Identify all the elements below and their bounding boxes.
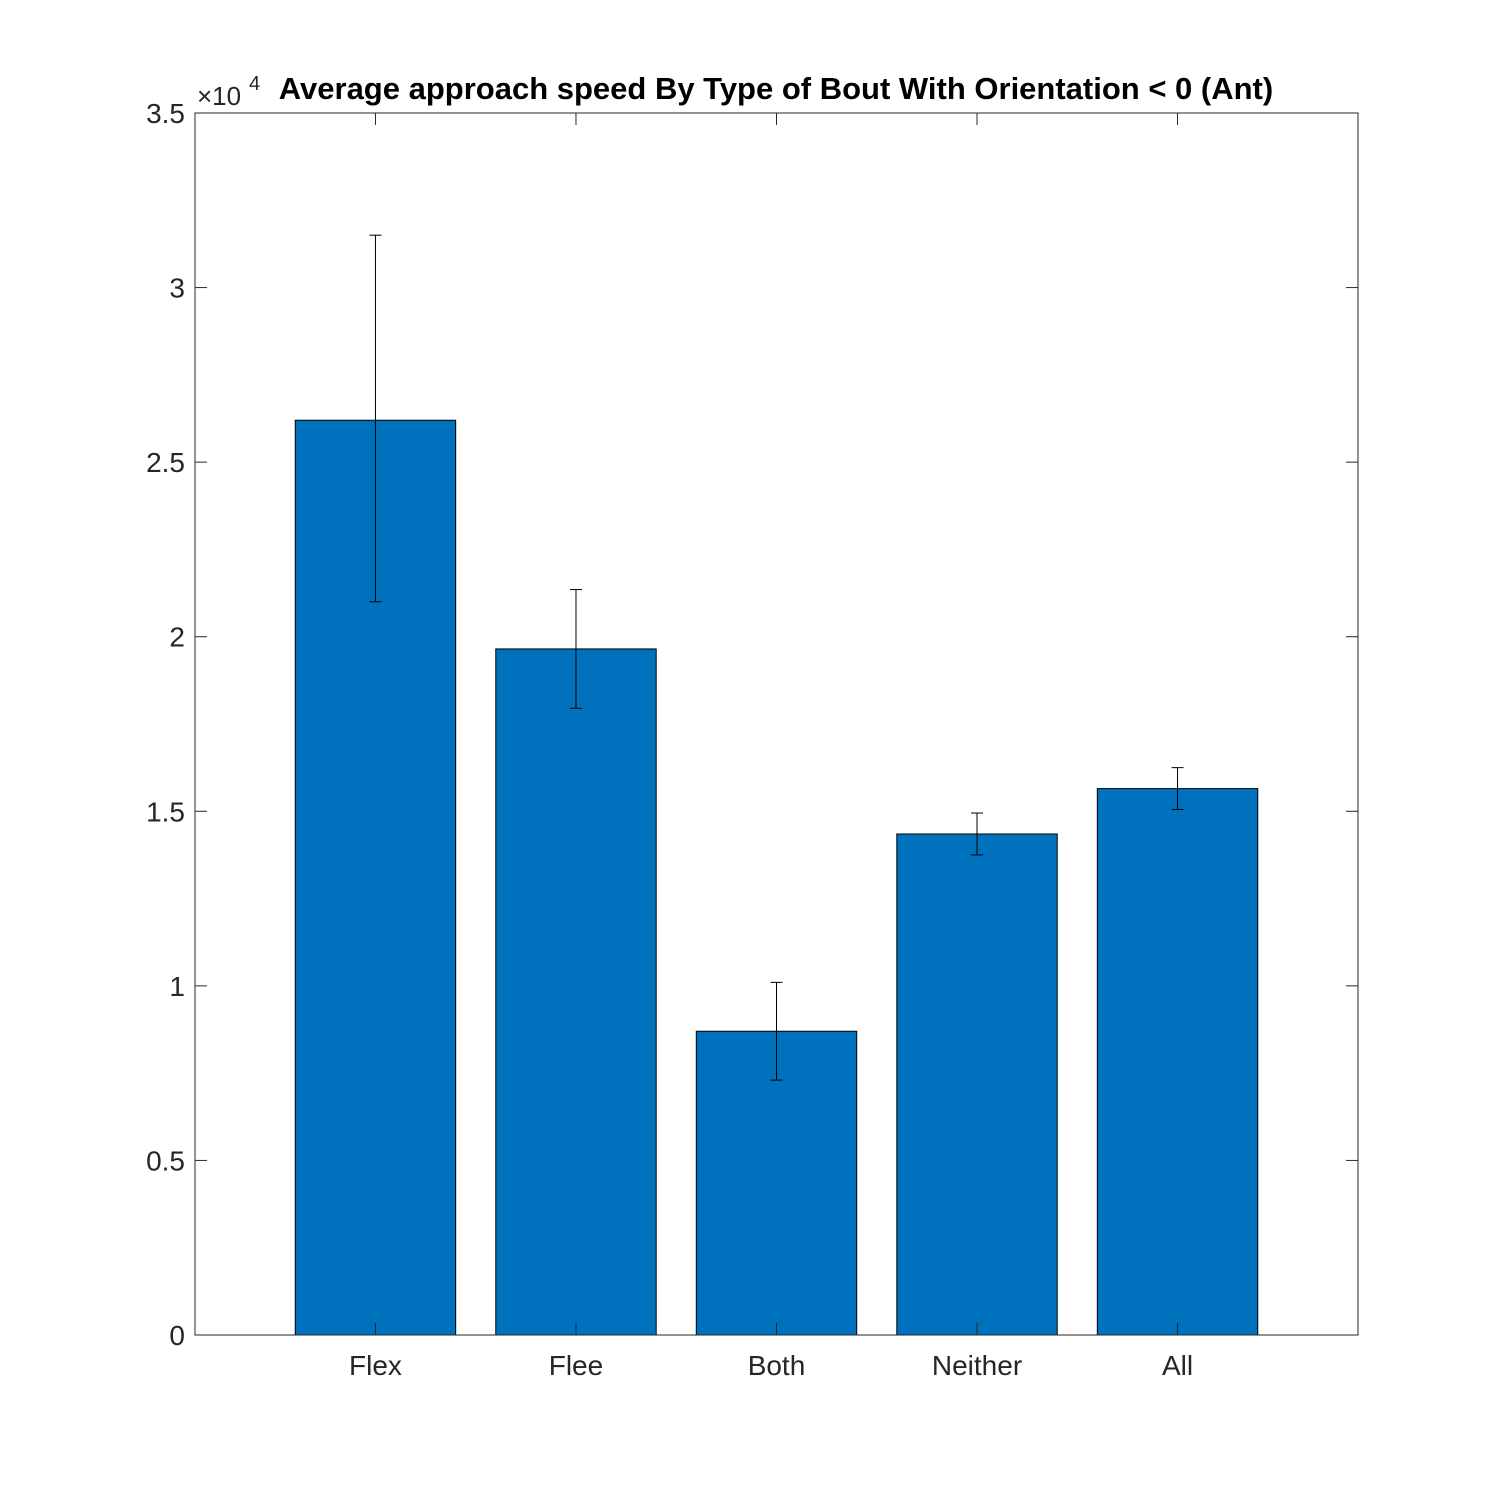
- ticks-layer: [195, 112, 1358, 1336]
- bar-all: [1096, 788, 1259, 1336]
- y-tick-label: 2.5: [146, 447, 185, 478]
- y-tick-label: 3.5: [146, 98, 185, 129]
- y-tick-labels: 0 0.5 1 1.5 2 2.5 3 3.5: [146, 98, 185, 1351]
- y-tick-label: 1.5: [146, 796, 185, 827]
- y-exponent-power: 4: [249, 73, 260, 95]
- chart-title: Average approach speed By Type of Bout W…: [279, 71, 1273, 106]
- x-tick-label-flee: Flee: [549, 1350, 603, 1381]
- errorbar-neither: [971, 812, 984, 856]
- y-tick-label: 3: [169, 273, 185, 304]
- bars-layer: [294, 419, 1259, 1336]
- y-tick-label: 2: [169, 622, 185, 653]
- y-tick-label: 0.5: [146, 1145, 185, 1176]
- x-tick-labels: Flex Flee Both Neither All: [349, 1350, 1193, 1381]
- errorbars-layer: [369, 234, 1184, 1081]
- x-tick-label-neither: Neither: [932, 1350, 1022, 1381]
- errorbar-all: [1171, 767, 1184, 811]
- bar-flee: [495, 648, 657, 1336]
- y-exponent-multiplier: ×10: [197, 81, 241, 111]
- y-tick-label: 1: [169, 971, 185, 1002]
- errorbar-flex: [369, 234, 382, 603]
- bar-neither: [896, 833, 1058, 1336]
- bar-both: [695, 1030, 858, 1336]
- errorbar-both: [770, 981, 783, 1081]
- errorbar-flee: [569, 589, 582, 709]
- y-tick-label: 0: [169, 1320, 185, 1351]
- x-tick-label-all: All: [1162, 1350, 1193, 1381]
- x-tick-label-flex: Flex: [349, 1350, 402, 1381]
- x-tick-label-both: Both: [748, 1350, 806, 1381]
